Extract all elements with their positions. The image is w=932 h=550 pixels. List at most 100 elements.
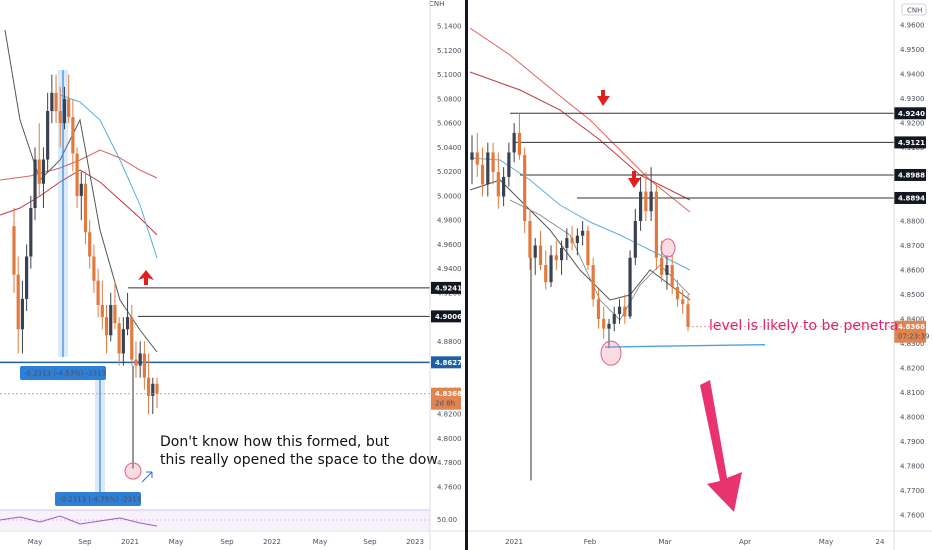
left-candle-body-2	[20, 298, 25, 330]
right-candle-body-2	[480, 164, 485, 185]
right-last-price-label: 4.8368	[898, 323, 925, 331]
right-y-tick-19: 4.7700	[900, 487, 925, 495]
left-y-tick-4: 5.0600	[437, 120, 462, 128]
left-level-label-2: 4.8627	[435, 359, 462, 367]
left-candle-body-12	[62, 98, 67, 124]
left-candle-body-25	[117, 323, 121, 354]
right-y-tick-2: 4.9400	[900, 71, 925, 79]
right-x-tick-1: Feb	[584, 538, 597, 546]
left-candle-body-19	[92, 256, 96, 281]
left-y-tick-1: 5.1200	[437, 47, 462, 55]
right-candle-body-25	[602, 318, 606, 329]
right-x-tick-2: Mar	[658, 538, 671, 546]
left-countdown-label: 2d 8h	[435, 400, 455, 408]
left-candle-body-23	[109, 304, 113, 336]
left-candle-body-34	[155, 383, 159, 394]
left-x-tick-8: 2023	[406, 538, 424, 546]
left-x-tick-5: 2022	[263, 538, 281, 546]
right-candle-body-26	[607, 323, 611, 329]
left-candle-body-21	[100, 304, 104, 318]
right-pink-arrow	[700, 380, 742, 512]
left-candle-body-6	[37, 159, 41, 184]
right-candle-body-10	[523, 154, 527, 221]
right-y-tick-18: 4.7800	[900, 462, 925, 470]
right-countdown-label: 07:23:39	[898, 333, 929, 341]
left-measure-label-2: -0.2313 (-4.75%) -2313	[59, 496, 141, 504]
right-candle-body-9	[517, 132, 522, 155]
left-candle-body-15	[75, 153, 79, 196]
left-candle-body-33	[151, 383, 155, 396]
left-osc-line	[0, 515, 158, 527]
left-y-tick-18: 4.7800	[437, 459, 462, 467]
right-x-tick-5: 24	[876, 538, 885, 546]
left-level-tag-0	[431, 281, 461, 294]
right-y-tick-0: 4.9600	[900, 22, 925, 30]
right-candle-body-15	[549, 255, 553, 283]
left-candle-body-7	[41, 159, 46, 184]
right-candle-body-32	[638, 191, 643, 221]
left-ma-blue	[59, 94, 158, 259]
right-candle-body-33	[644, 191, 648, 212]
right-y-tick-13: 4.8300	[900, 340, 925, 348]
left-x-tick-4: Sep	[220, 538, 234, 546]
left-osc-pane	[0, 510, 430, 530]
right-y-tick-16: 4.8000	[900, 413, 925, 421]
left-candle-body-9	[50, 92, 54, 112]
right-ma-darkred	[469, 71, 691, 201]
right-red-arrow-2	[628, 171, 641, 188]
left-annotation-line-1: this really opened the space to the dow	[160, 452, 438, 468]
left-y-tick-10: 4.9400	[437, 265, 462, 273]
right-candle-body-29	[623, 306, 627, 317]
right-candle-body-40	[681, 299, 685, 305]
right-level-label-2: 4.8988	[898, 171, 925, 179]
left-candle-body-28	[130, 317, 134, 360]
right-candle-body-17	[559, 247, 564, 261]
panel-divider	[465, 0, 468, 550]
right-y-tick-10: 4.8600	[900, 266, 925, 274]
left-candle-body-16	[79, 183, 83, 196]
left-x-tick-6: May	[313, 538, 327, 546]
right-level-tag-0	[894, 107, 926, 120]
right-candle-body-13	[538, 245, 543, 266]
left-y-tick-0: 5.1400	[437, 23, 462, 31]
right-candle-body-23	[591, 265, 595, 300]
left-osc-tick: 50.00	[437, 516, 457, 524]
right-low-circle	[600, 340, 622, 366]
left-y-tick-5: 5.0400	[437, 144, 462, 152]
right-candle-body-37	[665, 265, 669, 275]
left-last-price-tag	[431, 387, 461, 410]
right-level-tag-3	[894, 191, 926, 204]
right-annotation-line-0: level is likely to be penetra	[709, 318, 898, 334]
right-y-tick-11: 4.8500	[900, 291, 925, 299]
left-ma-darkred	[0, 169, 158, 236]
right-candle-body-36	[660, 257, 664, 275]
right-candle-body-1	[475, 152, 479, 165]
right-last-price-tag	[894, 320, 926, 343]
right-ma-blue	[469, 157, 691, 271]
right-x-tick-3: Apr	[739, 538, 751, 546]
left-candle-body-4	[29, 208, 33, 257]
right-candle-body-16	[554, 255, 558, 261]
left-level-label-1: 4.9006	[435, 313, 462, 321]
left-candle-body-22	[104, 317, 109, 336]
left-candle-body-14	[71, 117, 75, 154]
left-candle-body-8	[46, 111, 50, 160]
right-y-tick-8: 4.8800	[900, 217, 925, 225]
right-candle-body-3	[486, 152, 490, 185]
right-candle-body-30	[628, 257, 632, 317]
left-x-tick-0: May	[28, 538, 42, 546]
right-ma-black	[469, 179, 691, 301]
right-y-tick-17: 4.7900	[900, 438, 925, 446]
right-candle-body-12	[533, 245, 537, 258]
left-level-tag-2	[431, 356, 461, 369]
right-candle-body-4	[491, 152, 495, 173]
right-high-circle	[660, 238, 676, 258]
right-symbol-box	[901, 3, 927, 16]
right-candle-body-0	[470, 152, 474, 160]
left-candle-body-1	[16, 274, 20, 330]
left-y-tick-6: 5.0200	[437, 168, 462, 176]
right-candle-body-22	[586, 230, 590, 266]
left-y-tick-16: 4.8200	[437, 411, 462, 419]
right-level-label-1: 4.9121	[898, 139, 925, 147]
